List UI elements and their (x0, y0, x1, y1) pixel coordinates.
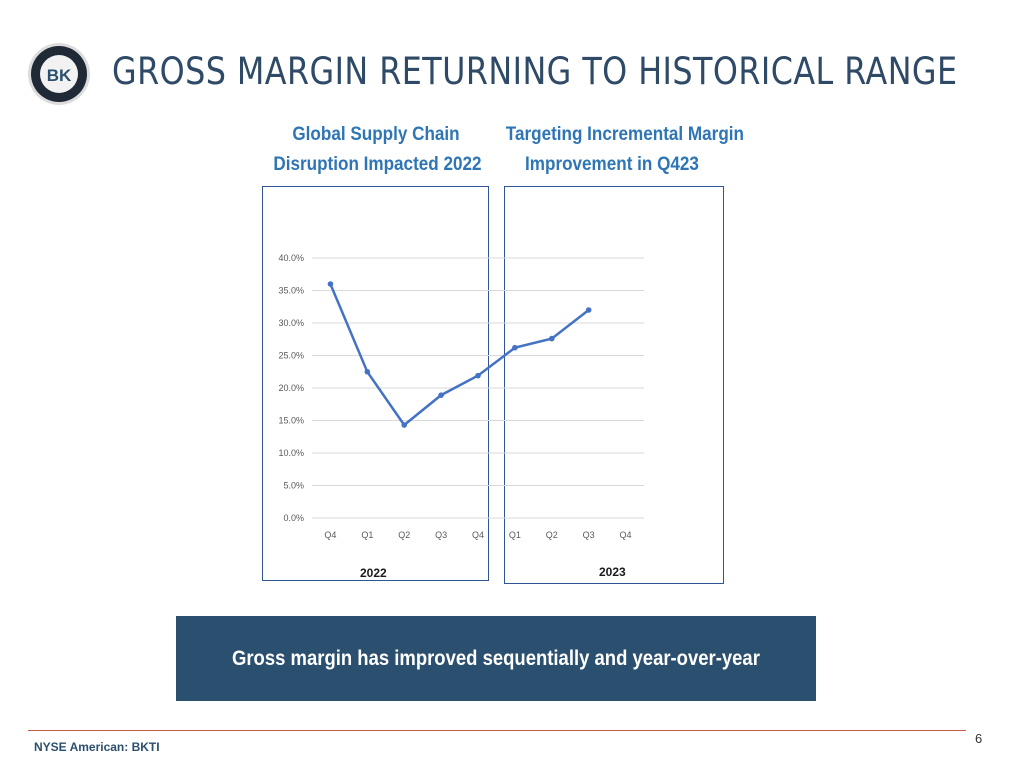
x-tick-label: Q2 (398, 530, 410, 540)
x-tick-label: Q2 (546, 530, 558, 540)
page-number: 6 (975, 731, 983, 746)
footer-divider (28, 730, 966, 731)
data-point (401, 422, 408, 428)
data-point (327, 281, 334, 287)
x-tick-label: Q1 (509, 530, 521, 540)
x-tick-label: Q3 (435, 530, 447, 540)
panel-title-2023: Targeting Incremental Margin Improvement… (494, 120, 744, 180)
year-label-2023: 2023 (599, 565, 626, 579)
summary-banner-text: Gross margin has improved sequentially a… (232, 646, 760, 670)
x-tick-label: Q4 (324, 530, 336, 540)
page-title: GROSS MARGIN RETURNING TO HISTORICAL RAN… (112, 50, 958, 93)
x-tick-label: Q3 (583, 530, 595, 540)
data-point (512, 344, 518, 351)
year-label-2022: 2022 (360, 566, 387, 580)
data-point (548, 335, 555, 342)
y-tick-label: 10.0% (278, 448, 304, 458)
y-tick-label: 35.0% (278, 286, 304, 296)
company-logo: BK (26, 30, 92, 118)
x-tick-label: Q1 (361, 530, 373, 540)
y-tick-label: 40.0% (278, 253, 304, 263)
summary-banner: Gross margin has improved sequentially a… (176, 616, 816, 701)
svg-text:BK: BK (47, 66, 72, 85)
y-tick-label: 25.0% (278, 351, 304, 361)
panel-title-2023-line2: Improvement in Q423 (525, 154, 699, 175)
y-tick-label: 20.0% (278, 383, 304, 393)
data-point (438, 392, 444, 398)
panel-title-2022: Global Supply Chain Disruption Impacted … (262, 120, 490, 180)
panel-title-2022-line1: Global Supply Chain (292, 124, 460, 145)
panel-title-2022-line2: Disruption Impacted 2022 (273, 154, 482, 175)
y-tick-label: 30.0% (278, 318, 304, 328)
x-tick-label: Q4 (620, 530, 632, 540)
y-tick-label: 15.0% (278, 416, 304, 426)
panel-title-2023-line1: Targeting Incremental Margin (505, 124, 744, 145)
y-tick-label: 5.0% (283, 481, 304, 491)
data-point (585, 307, 592, 313)
panel-box-2023 (504, 186, 724, 584)
footer-ticker: NYSE American: BKTI (34, 740, 160, 754)
data-point (364, 368, 371, 375)
data-point (475, 372, 481, 379)
panel-box-2022 (262, 186, 489, 581)
series-line (329, 283, 590, 427)
x-tick-label: Q4 (472, 530, 484, 540)
y-tick-label: 0.0% (283, 513, 304, 523)
